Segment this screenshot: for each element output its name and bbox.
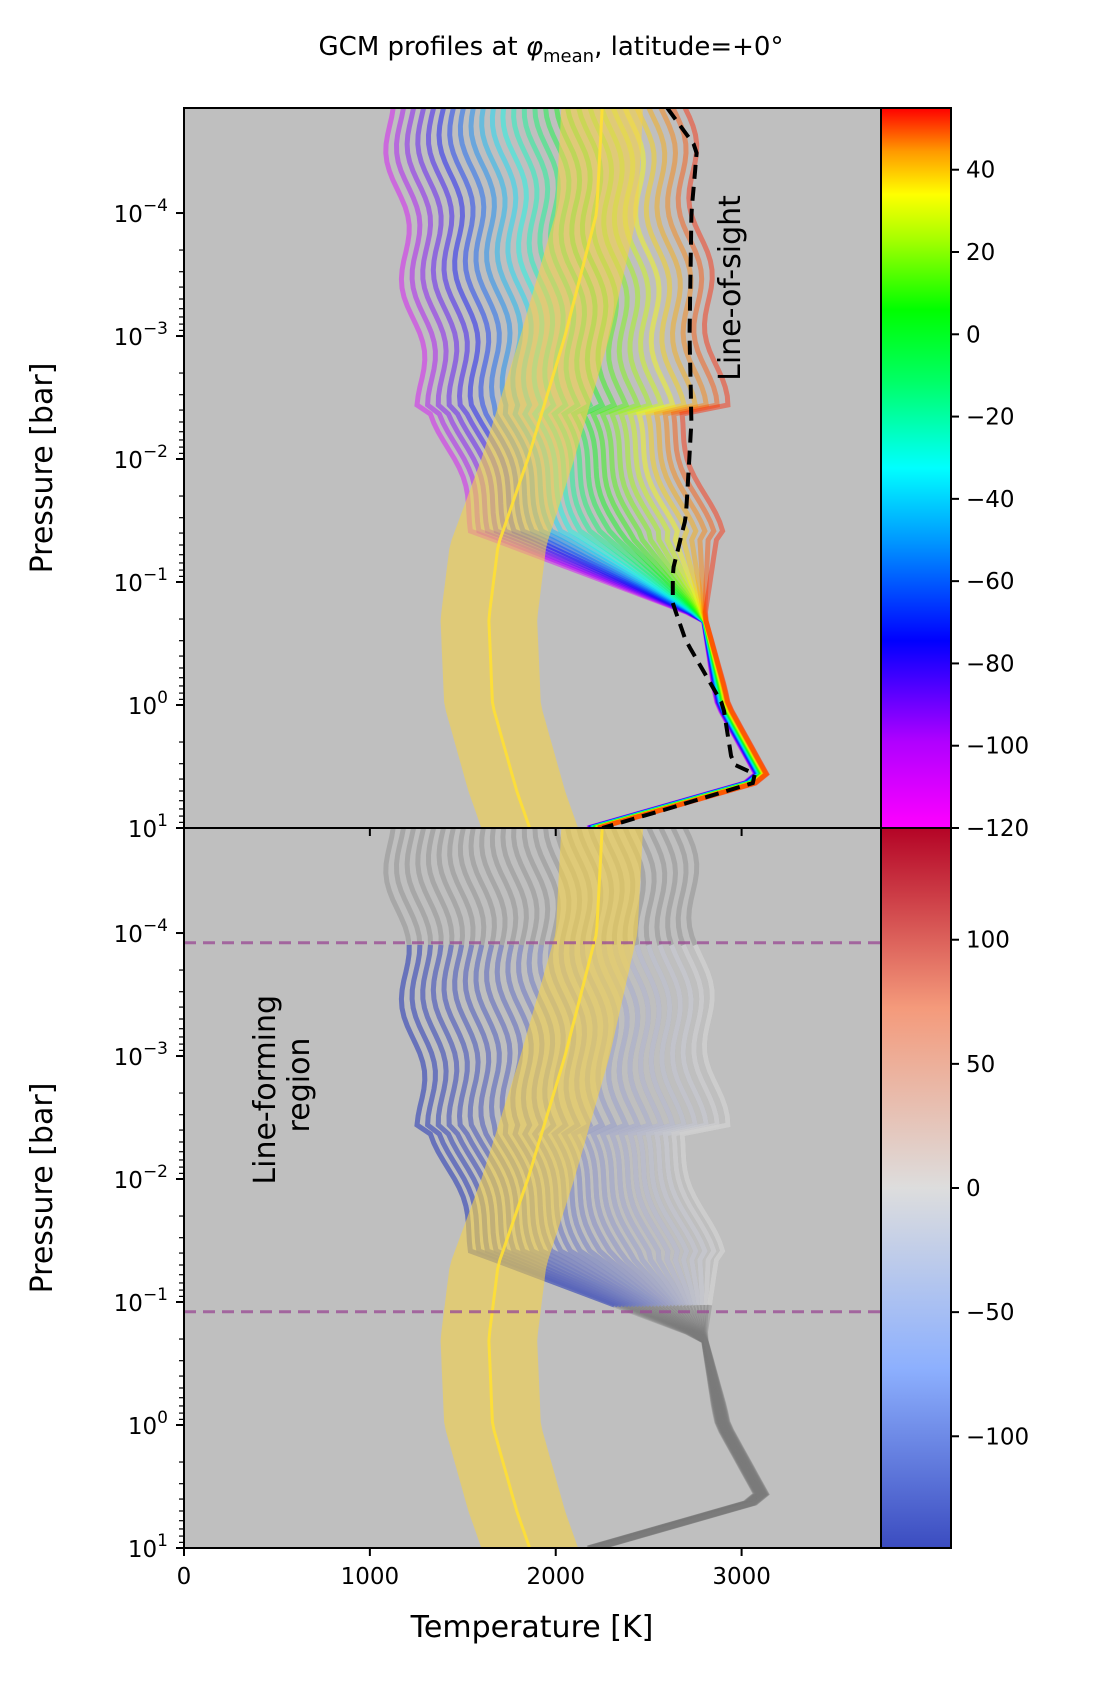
top-profile-line	[597, 108, 770, 828]
line-forming-region-label: Line-forming region	[248, 985, 317, 1184]
colorbar-tick-label: −40	[966, 487, 1015, 513]
colorbar-tick-label: 100	[966, 928, 1010, 954]
bottom-line-forming-segment	[601, 944, 684, 1307]
y-tick-label: 100	[128, 688, 168, 720]
y-tick-label: 10−2	[114, 1162, 168, 1194]
bottom-line-forming-segment	[634, 944, 695, 1306]
top-profile-line	[532, 108, 765, 828]
top-profile-line	[393, 108, 760, 828]
top-colorbar-ticks: 40 20 0 −20 −40 −60 −80 −100 −120	[951, 158, 1029, 842]
top-profile-line	[596, 108, 769, 828]
y-tick-label: 10−3	[114, 1039, 168, 1071]
top-profile-line	[596, 108, 769, 828]
top-profile-line	[597, 108, 770, 828]
bottom-colorbar-ticks: 100 50 0 −50 −100	[951, 928, 1029, 1450]
x-tick-label: 0	[177, 1564, 192, 1590]
y-tick-label: 101	[128, 811, 168, 843]
top-colorbar-gradient	[880, 107, 952, 829]
colorbar-tick-label: 0	[966, 322, 981, 348]
colorbar-tick-label: −20	[966, 405, 1015, 431]
reference-profile-line	[487, 828, 604, 1548]
bottom-line-forming-segment	[612, 944, 688, 1307]
y-tick-label: 100	[128, 1408, 168, 1440]
top-profile-line	[383, 108, 759, 828]
top-panel: Pressure [bar] 10−4 10−3 10−2 10−1 100 101 Li…	[25, 107, 882, 843]
bottom-xlabel: Temperature [K]	[410, 1610, 654, 1645]
top-profile-line	[595, 108, 768, 828]
reference-profile-line	[487, 108, 604, 828]
top-ylabel: Pressure [bar]	[25, 363, 60, 574]
colorbar-tick-label: −80	[966, 651, 1015, 677]
y-tick-label: 10−4	[114, 196, 168, 228]
colorbar-tick-label: −60	[966, 569, 1015, 595]
bottom-line-forming-segment	[645, 944, 698, 1306]
line-of-sight-label: Line-of-sight	[713, 195, 748, 381]
colorbar-tick-label: 0	[966, 1176, 981, 1202]
bottom-line-forming-segment	[623, 944, 691, 1307]
x-tick-label: 3000	[712, 1564, 771, 1590]
top-profile-line	[404, 108, 760, 828]
bottom-colorbar-gradient	[880, 827, 952, 1549]
y-tick-label: 10−4	[114, 916, 168, 948]
x-tick-label: 2000	[526, 1564, 585, 1590]
top-profile-line	[597, 108, 770, 828]
y-tick-label: 10−3	[114, 319, 168, 351]
bottom-panel: Pressure [bar] Temperature [K] 10−410−31…	[25, 827, 882, 1645]
colorbar-tick-label: −100	[966, 1424, 1029, 1450]
colorbar-tick-label: 20	[966, 240, 995, 266]
bottom-line-forming-segment	[679, 943, 731, 1306]
x-tick-label: 1000	[341, 1564, 400, 1590]
y-tick-label: 10−2	[114, 442, 168, 474]
colorbar-tick-label: 40	[966, 158, 995, 184]
y-tick-label: 101	[128, 1531, 168, 1563]
colorbar-tick-label: 50	[966, 1052, 995, 1078]
bottom-x-ticks: 0 1000 2000 3000	[177, 828, 771, 1590]
bottom-ylabel: Pressure [bar]	[25, 1083, 60, 1294]
bottom-y-ticks: 10−4 10−3 10−2 10−1 100 101	[114, 916, 184, 1563]
bottom-colorbar: 100 50 0 −50 −100	[880, 827, 1029, 1549]
top-y-ticks: 10−4 10−3 10−2 10−1 100 101	[114, 196, 184, 843]
chart-title: GCM profiles at φmean, latitude=+0°	[319, 32, 784, 67]
colorbar-tick-label: −50	[966, 1300, 1015, 1326]
line-of-sight-profile	[601, 108, 758, 828]
colorbar-tick-label: −120	[966, 816, 1029, 842]
y-tick-label: 10−1	[114, 565, 168, 597]
top-colorbar: 40 20 0 −20 −40 −60 −80 −100 −120	[880, 107, 1029, 842]
colorbar-tick-label: −100	[966, 734, 1029, 760]
y-tick-label: 10−1	[114, 1285, 168, 1317]
